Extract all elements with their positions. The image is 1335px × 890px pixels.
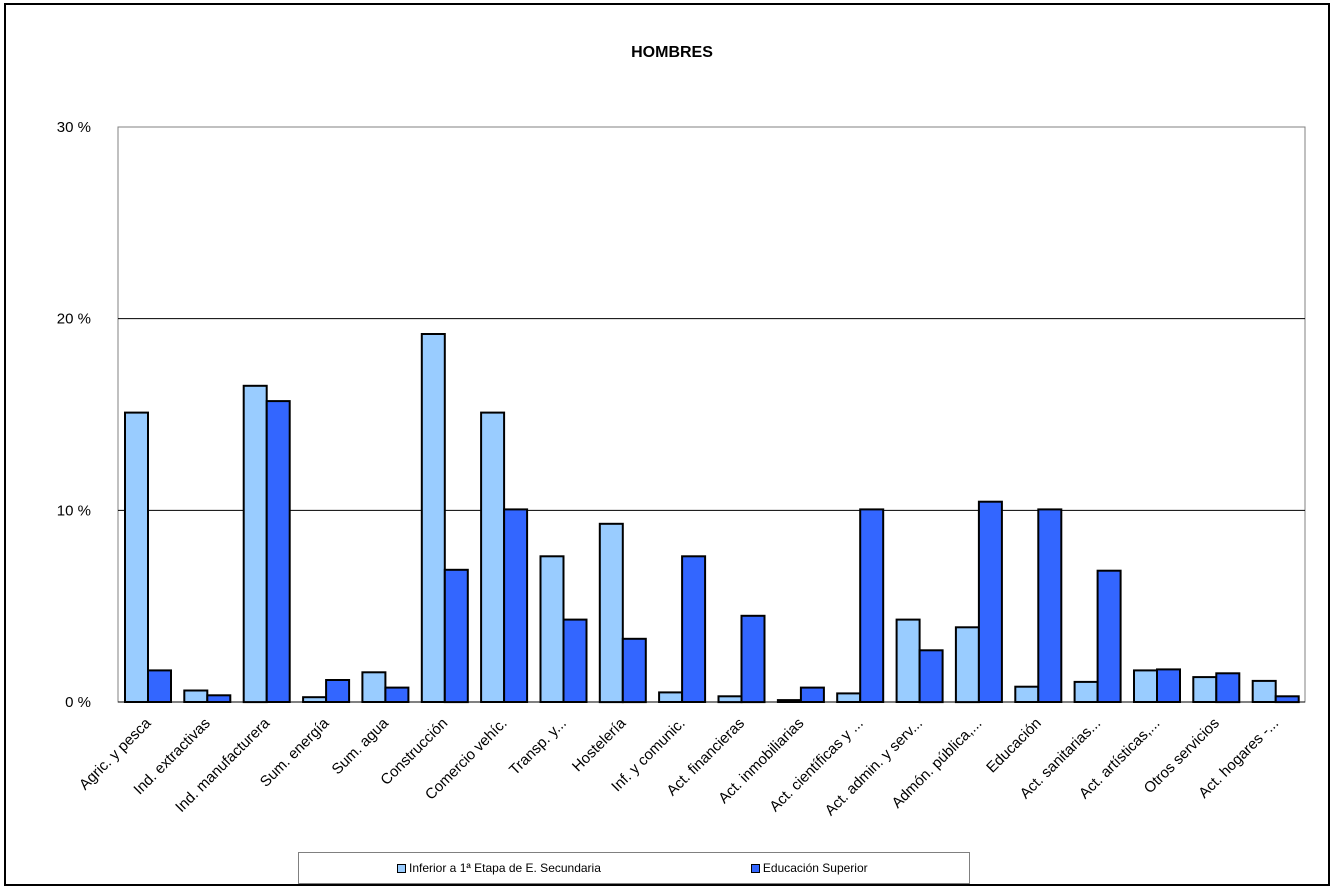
bar-series-2 (325, 679, 351, 703)
bar-series-2 (147, 669, 172, 704)
bar-series-2 (1274, 695, 1300, 704)
x-tick-label: Hostelería (569, 714, 630, 775)
bar-series-1 (302, 696, 328, 704)
chart-title: HOMBRES (631, 44, 713, 61)
bar-series-2 (1156, 668, 1181, 704)
bar-series-2 (1096, 569, 1122, 704)
bar-series-2 (621, 637, 647, 704)
bar-series-1 (361, 671, 387, 703)
y-axis-tick-labels: 0 % 10 % 20 % 30 % (57, 119, 91, 711)
bar-series-1 (895, 618, 921, 703)
plot-area (117, 126, 1306, 703)
x-tick-label: Educación (983, 715, 1045, 777)
legend-swatch-series-2 (750, 863, 760, 873)
bar-series-2 (740, 614, 766, 704)
legend-label-series-2: Educación Superior (762, 861, 868, 875)
bar-series-1 (1251, 679, 1277, 704)
legend-item-series-2: Educación Superior (750, 861, 868, 875)
bar-series-1 (1192, 676, 1218, 703)
x-tick-label: Act. admin. y serv... (822, 715, 926, 819)
legend: Inferior a 1ª Etapa de E. Secundaria Edu… (298, 852, 970, 884)
bar-series-2 (977, 500, 1003, 704)
bar-series-2 (1037, 508, 1063, 703)
x-tick-label: Transp. y... (506, 715, 570, 779)
legend-swatch-series-1 (397, 863, 406, 873)
bar-series-2 (918, 649, 944, 704)
bar-series-1 (658, 691, 684, 704)
bar-series-1 (1133, 669, 1158, 704)
y-tick-label: 10 % (57, 502, 91, 519)
bar-series-2 (681, 555, 707, 703)
legend-item-series-1: Inferior a 1ª Etapa de E. Secundaria (397, 861, 601, 875)
bar-series-2 (562, 618, 588, 703)
bar-series-1 (242, 384, 268, 704)
bar-series-1 (539, 555, 565, 703)
bar-series-2 (1215, 672, 1241, 704)
bar-series-1 (124, 411, 149, 703)
bar-series-2 (859, 508, 885, 703)
bar-series-1 (480, 411, 506, 703)
bar-series-2 (799, 686, 825, 703)
bar-series-2 (384, 686, 410, 703)
bar-series-1 (598, 522, 624, 704)
y-tick-label: 30 % (57, 119, 91, 136)
bars (124, 333, 1300, 704)
bar-series-2 (206, 694, 232, 703)
bar-series-1 (1014, 685, 1040, 704)
legend-label-series-1: Inferior a 1ª Etapa de E. Secundaria (409, 861, 601, 875)
x-tick-label: Sum. agua (329, 714, 393, 778)
bar-series-1 (836, 692, 862, 704)
bar-series-1 (717, 695, 743, 704)
bar-series-1 (420, 333, 446, 703)
bar-series-2 (443, 568, 469, 704)
bar-series-1 (1073, 680, 1099, 704)
bar-series-2 (503, 508, 529, 703)
bar-series-2 (265, 400, 291, 703)
bar-series-1 (954, 626, 980, 704)
y-tick-label: 0 % (65, 694, 91, 711)
y-tick-label: 20 % (57, 311, 91, 328)
bar-series-1 (183, 689, 209, 703)
gridlines (118, 318, 1305, 511)
